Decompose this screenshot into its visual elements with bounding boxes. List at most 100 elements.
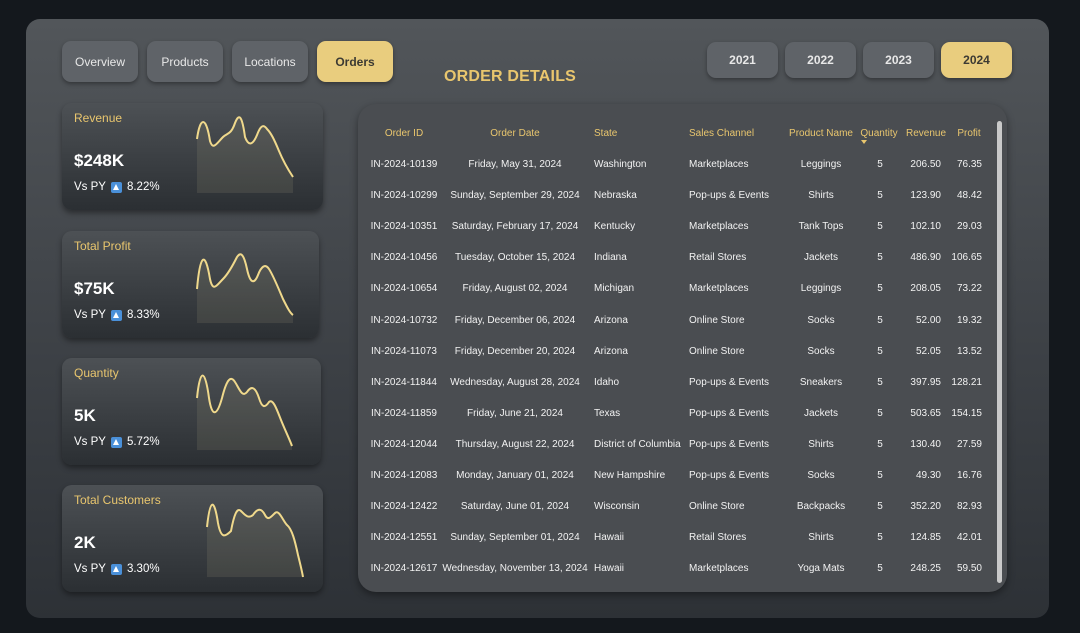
- cell-order-id: IN-2024-10139: [370, 159, 438, 170]
- cell-revenue: 503.65: [910, 407, 941, 419]
- cell-profit: 73.22: [956, 283, 982, 295]
- cell-state: New Hampshire: [594, 470, 666, 481]
- cell-state: Kentucky: [594, 221, 636, 233]
- kpi-vs-py: Vs PY 8.22%: [74, 181, 160, 193]
- cell-revenue: 130.40: [910, 438, 941, 450]
- cell-sales-channel: Online Store: [689, 501, 745, 513]
- cell-product-name: Tank Tops: [798, 221, 844, 233]
- profit-sparkline: [196, 253, 294, 323]
- cell-product-name: Leggings: [800, 283, 842, 295]
- header-order-date[interactable]: Order Date: [490, 128, 540, 139]
- cell-revenue: 52.00: [915, 314, 941, 326]
- header-sales-channel[interactable]: Sales Channel: [689, 128, 755, 139]
- cell-quantity: 5: [877, 159, 883, 170]
- cell-product-name: Yoga Mats: [797, 563, 845, 575]
- nav-orders-button[interactable]: Orders: [317, 41, 393, 82]
- year-2021-button[interactable]: 2021: [707, 42, 778, 78]
- nav-locations-button[interactable]: Locations: [232, 41, 308, 82]
- cell-profit: 59.50: [956, 563, 982, 575]
- cell-quantity: 5: [877, 190, 883, 202]
- cell-revenue: 486.90: [910, 252, 941, 264]
- cell-sales-channel: Online Store: [689, 314, 745, 326]
- cell-product-name: Jackets: [804, 407, 838, 419]
- cell-revenue: 208.05: [910, 283, 941, 295]
- arrow-up-icon: [110, 181, 122, 193]
- cell-quantity: 5: [877, 314, 883, 326]
- cell-state: Idaho: [594, 376, 620, 388]
- cell-revenue: 123.90: [910, 190, 941, 202]
- cell-quantity: 5: [877, 252, 883, 264]
- cell-order-date: Sunday, September 01, 2024: [450, 532, 580, 544]
- cell-order-date: Wednesday, November 13, 2024: [442, 563, 588, 575]
- cell-product-name: Sneakers: [799, 376, 843, 388]
- cell-order-id: IN-2024-11859: [371, 407, 437, 419]
- header-profit[interactable]: Profit: [957, 128, 981, 139]
- kpi-value: $75K: [74, 279, 115, 298]
- cell-sales-channel: Pop-ups & Events: [689, 470, 770, 481]
- kpi-vs-label: Vs PY: [74, 436, 106, 448]
- cell-quantity: 5: [877, 376, 883, 388]
- cell-order-id: IN-2024-11844: [371, 376, 437, 388]
- cell-order-date: Wednesday, August 28, 2024: [450, 376, 580, 388]
- cell-product-name: Socks: [807, 470, 835, 481]
- cell-state: Texas: [594, 407, 621, 419]
- cell-sales-channel: Retail Stores: [689, 532, 747, 544]
- cell-sales-channel: Marketplaces: [689, 563, 749, 575]
- kpi-vs-py: Vs PY 8.33%: [74, 309, 160, 321]
- cell-order-date: Friday, December 06, 2024: [454, 314, 576, 326]
- cell-product-name: Jackets: [804, 252, 838, 264]
- cell-product-name: Socks: [807, 345, 835, 357]
- header-revenue[interactable]: Revenue: [905, 128, 947, 139]
- cell-state: Arizona: [594, 314, 628, 326]
- cell-sales-channel: Marketplaces: [689, 283, 749, 295]
- kpi-label: Quantity: [74, 366, 119, 380]
- cell-sales-channel: Marketplaces: [689, 159, 749, 170]
- cell-quantity: 5: [877, 470, 883, 481]
- cell-order-id: IN-2024-12422: [370, 501, 438, 513]
- cell-profit: 48.42: [956, 190, 982, 202]
- cell-order-date: Friday, June 21, 2024: [467, 407, 563, 419]
- cell-sales-channel: Online Store: [689, 345, 745, 357]
- nav-overview-button[interactable]: Overview: [62, 41, 138, 82]
- cell-order-id: IN-2024-10456: [370, 252, 438, 264]
- cell-order-date: Friday, August 02, 2024: [462, 283, 568, 295]
- cell-order-date: Tuesday, October 15, 2024: [454, 252, 576, 264]
- cell-profit: 82.93: [956, 501, 982, 513]
- orders-table: [358, 104, 1007, 592]
- cell-profit: 19.32: [956, 314, 982, 326]
- cell-product-name: Shirts: [808, 190, 834, 202]
- cell-state: Wisconsin: [594, 501, 640, 513]
- cell-sales-channel: Retail Stores: [689, 252, 747, 264]
- header-state[interactable]: State: [594, 128, 618, 139]
- kpi-label: Total Customers: [74, 493, 161, 507]
- cell-state: Washington: [594, 159, 647, 170]
- cell-revenue: 52.05: [915, 345, 941, 357]
- cell-sales-channel: Pop-ups & Events: [689, 438, 770, 450]
- quantity-sparkline: [196, 374, 293, 450]
- year-2024-button[interactable]: 2024: [941, 42, 1012, 78]
- cell-order-id: IN-2024-12083: [370, 470, 438, 481]
- cell-revenue: 248.25: [910, 563, 941, 575]
- year-2022-button[interactable]: 2022: [785, 42, 856, 78]
- cell-quantity: 5: [877, 438, 883, 450]
- page-title: ORDER DETAILS: [443, 68, 577, 85]
- year-2023-button[interactable]: 2023: [863, 42, 934, 78]
- cell-order-date: Monday, January 01, 2024: [456, 470, 574, 481]
- cell-sales-channel: Pop-ups & Events: [689, 190, 770, 202]
- cell-product-name: Shirts: [808, 532, 834, 544]
- cell-revenue: 124.85: [910, 532, 941, 544]
- nav-products-button[interactable]: Products: [147, 41, 223, 82]
- kpi-label: Revenue: [74, 111, 123, 125]
- header-order-id[interactable]: Order ID: [384, 128, 424, 139]
- cell-product-name: Shirts: [808, 438, 834, 450]
- cell-order-date: Saturday, June 01, 2024: [460, 501, 570, 513]
- table-scrollbar[interactable]: [997, 121, 1002, 583]
- cell-order-id: IN-2024-11073: [371, 345, 437, 357]
- kpi-change: 8.33%: [126, 309, 160, 321]
- kpi-value: 2K: [74, 533, 96, 552]
- header-quantity[interactable]: Quantity: [860, 128, 898, 139]
- kpi-value: 5K: [74, 406, 96, 425]
- cell-revenue: 49.30: [915, 470, 941, 481]
- header-product-name[interactable]: Product Name: [789, 128, 853, 139]
- kpi-card-quantity: Quantity 5K Vs PY 5.72%: [62, 358, 321, 465]
